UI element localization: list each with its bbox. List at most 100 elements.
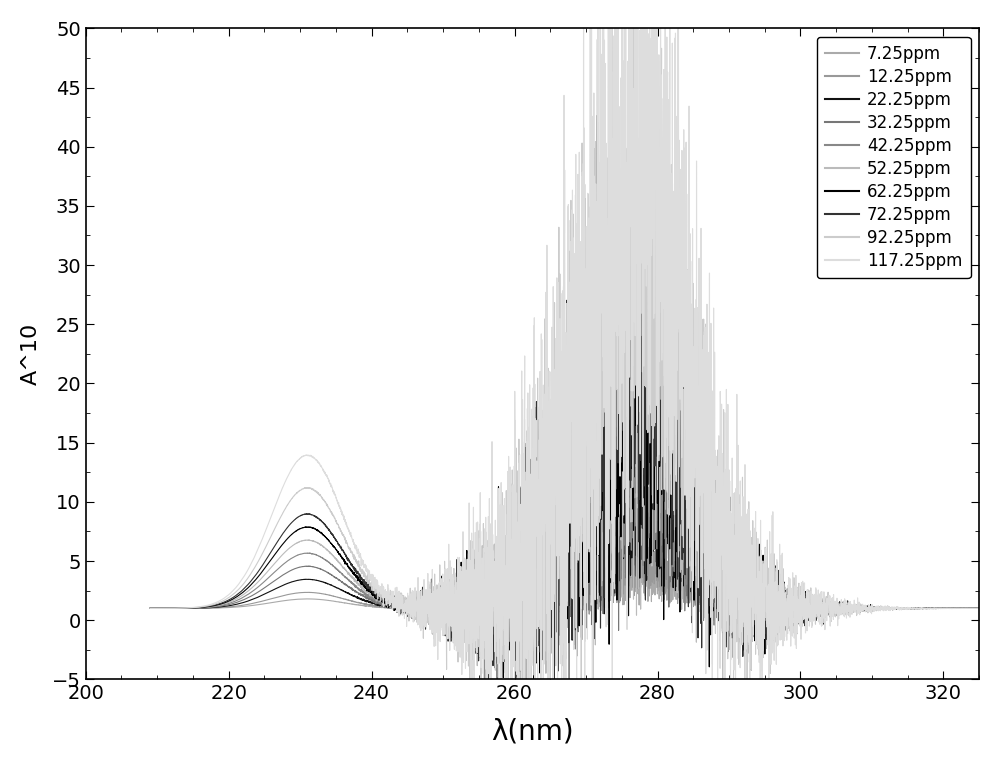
92.25ppm [543, 743, 555, 752]
72.25ppm [684, 543, 696, 552]
Line: 62.25ppm: 62.25ppm [150, 175, 979, 696]
52.25ppm [461, 612, 473, 621]
72.25ppm [295, 511, 307, 520]
32.25ppm [544, 676, 556, 686]
X-axis label: λ(nm): λ(nm) [491, 717, 574, 745]
62.25ppm [642, 377, 654, 386]
7.25ppm [295, 594, 307, 604]
92.25ppm [684, 358, 696, 368]
52.25ppm [659, 248, 671, 257]
22.25ppm [525, 662, 537, 671]
52.25ppm [684, 460, 696, 469]
12.25ppm [555, 622, 567, 631]
7.25ppm [826, 604, 838, 613]
42.25ppm [461, 608, 473, 617]
7.25ppm [684, 584, 696, 594]
12.25ppm [826, 604, 838, 614]
92.25ppm [144, 604, 156, 613]
72.25ppm [826, 605, 838, 614]
22.25ppm [826, 604, 838, 613]
7.25ppm [144, 604, 156, 613]
32.25ppm [826, 606, 838, 615]
12.25ppm [608, 515, 620, 524]
12.25ppm [461, 597, 473, 607]
22.25ppm [295, 575, 307, 584]
52.25ppm [826, 608, 838, 617]
32.25ppm [295, 562, 307, 571]
62.25ppm [623, 171, 635, 180]
42.25ppm [295, 550, 307, 559]
92.25ppm [295, 486, 307, 495]
Line: 22.25ppm: 22.25ppm [150, 452, 979, 666]
Line: 42.25ppm: 42.25ppm [150, 310, 979, 735]
52.25ppm [973, 604, 985, 613]
32.25ppm [144, 604, 156, 613]
52.25ppm [763, 591, 775, 601]
Line: 32.25ppm: 32.25ppm [150, 385, 979, 681]
7.25ppm [973, 604, 985, 613]
42.25ppm [826, 604, 838, 614]
92.25ppm [461, 621, 473, 630]
117.25ppm [684, 353, 696, 362]
22.25ppm [973, 604, 985, 613]
42.25ppm [973, 604, 985, 613]
12.25ppm [144, 604, 156, 613]
117.25ppm [295, 453, 307, 463]
32.25ppm [642, 443, 654, 452]
Line: 7.25ppm: 7.25ppm [150, 560, 979, 620]
7.25ppm [642, 595, 654, 604]
92.25ppm [642, 367, 654, 376]
22.25ppm [604, 447, 616, 457]
32.25ppm [596, 381, 608, 390]
92.25ppm [973, 604, 985, 613]
22.25ppm [763, 598, 775, 607]
72.25ppm [461, 622, 473, 631]
42.25ppm [627, 306, 639, 315]
Line: 72.25ppm: 72.25ppm [150, 116, 979, 722]
117.25ppm [461, 573, 473, 582]
117.25ppm [973, 604, 985, 613]
22.25ppm [684, 555, 696, 564]
42.25ppm [763, 587, 775, 596]
42.25ppm [563, 731, 575, 740]
Line: 12.25ppm: 12.25ppm [150, 519, 979, 627]
7.25ppm [763, 602, 775, 611]
62.25ppm [505, 692, 517, 701]
62.25ppm [144, 604, 156, 613]
7.25ppm [534, 615, 546, 624]
12.25ppm [684, 572, 696, 581]
7.25ppm [461, 606, 473, 615]
32.25ppm [684, 511, 696, 520]
22.25ppm [144, 604, 156, 613]
117.25ppm [826, 594, 838, 603]
12.25ppm [763, 592, 775, 601]
12.25ppm [295, 588, 307, 597]
52.25ppm [144, 604, 156, 613]
92.25ppm [826, 604, 838, 614]
22.25ppm [642, 532, 654, 542]
62.25ppm [973, 604, 985, 613]
117.25ppm [144, 604, 156, 613]
72.25ppm [763, 613, 775, 622]
72.25ppm [520, 717, 532, 726]
Y-axis label: A^10: A^10 [21, 322, 41, 385]
42.25ppm [684, 598, 696, 607]
7.25ppm [614, 555, 626, 565]
Line: 117.25ppm: 117.25ppm [150, 0, 979, 766]
117.25ppm [763, 617, 775, 627]
52.25ppm [559, 699, 571, 709]
32.25ppm [973, 604, 985, 613]
117.25ppm [642, 89, 654, 98]
72.25ppm [591, 111, 603, 120]
62.25ppm [461, 546, 473, 555]
12.25ppm [642, 555, 654, 565]
62.25ppm [684, 436, 696, 445]
72.25ppm [973, 604, 985, 613]
Line: 52.25ppm: 52.25ppm [150, 253, 979, 704]
92.25ppm [763, 563, 775, 572]
Legend: 7.25ppm, 12.25ppm, 22.25ppm, 32.25ppm, 42.25ppm, 52.25ppm, 62.25ppm, 72.25ppm, 9: 7.25ppm, 12.25ppm, 22.25ppm, 32.25ppm, 4… [817, 37, 971, 278]
72.25ppm [144, 604, 156, 613]
62.25ppm [763, 630, 775, 640]
Line: 92.25ppm: 92.25ppm [150, 0, 979, 748]
72.25ppm [642, 285, 654, 294]
